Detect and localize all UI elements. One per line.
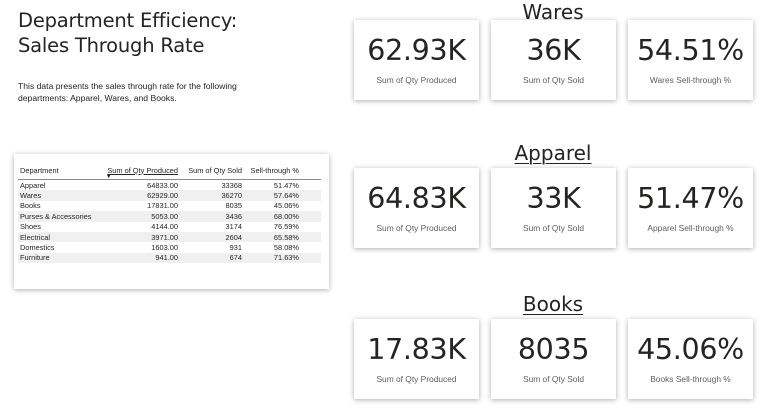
table-row[interactable]: Apparel 64833.00 33368 51.47%	[18, 180, 321, 190]
cell-qty-produced: 3971.00	[151, 232, 178, 242]
section-title-books: Books	[522, 292, 584, 316]
cell-sell-through: 68.00%	[273, 211, 299, 221]
cell-qty-produced: 62929.00	[147, 191, 178, 201]
cell-qty-sold: 8035	[225, 201, 242, 211]
card-label: Sum of Qty Produced	[376, 75, 457, 85]
card-wares-sell-through[interactable]: 54.51% Wares Sell-through %	[628, 20, 753, 100]
card-wares-qty-sold[interactable]: 36K Sum of Qty Sold	[491, 20, 616, 100]
cell-qty-produced: 4144.00	[151, 222, 178, 232]
cell-sell-through: 51.47%	[273, 180, 299, 190]
card-wares-qty-produced[interactable]: 62.93K Sum of Qty Produced	[354, 20, 479, 100]
cell-department: Electrical	[20, 232, 50, 242]
card-value: 33K	[526, 182, 581, 215]
card-value: 36K	[526, 34, 581, 67]
table-row[interactable]: Electrical 3971.00 2604 65.58%	[18, 231, 321, 243]
cell-qty-sold: 36270	[221, 191, 242, 201]
section-title-apparel: Apparel	[514, 141, 592, 165]
card-value: 64.83K	[367, 182, 466, 215]
cell-sell-through: 57.64%	[273, 191, 299, 201]
card-value: 51.47%	[637, 182, 744, 215]
cell-department: Shoes	[20, 222, 41, 232]
page-title: Department Efficiency: Sales Through Rat…	[18, 8, 338, 58]
page-description: This data presents the sales through rat…	[18, 81, 237, 103]
column-header-department[interactable]: Department	[20, 165, 59, 175]
department-table-visual[interactable]: Department Sum of Qty Produced Sum of Qt…	[14, 154, 329, 289]
card-apparel-qty-sold[interactable]: 33K Sum of Qty Sold	[491, 168, 616, 248]
cell-department: Wares	[20, 191, 42, 201]
card-label: Sum of Qty Sold	[523, 223, 584, 233]
cell-qty-sold: 674	[229, 253, 242, 263]
cell-qty-sold: 3436	[225, 211, 242, 221]
sort-descending-icon[interactable]: ▼	[106, 174, 112, 180]
card-value: 8035	[517, 333, 590, 366]
card-value: 45.06%	[637, 333, 744, 366]
table-row[interactable]: Domestics 1603.00 931 58.08%	[18, 242, 321, 252]
cell-sell-through: 58.08%	[273, 243, 299, 253]
cell-sell-through: 65.58%	[273, 232, 299, 242]
table-row[interactable]: Books 17831.00 8035 45.06%	[18, 201, 321, 211]
card-apparel-sell-through[interactable]: 51.47% Apparel Sell-through %	[628, 168, 753, 248]
table-row[interactable]: Shoes 4144.00 3174 76.59%	[18, 222, 321, 232]
card-label: Apparel Sell-through %	[647, 223, 734, 233]
page-title-line-1: Department Efficiency:	[18, 9, 238, 32]
card-label: Wares Sell-through %	[649, 75, 732, 85]
card-apparel-qty-produced[interactable]: 64.83K Sum of Qty Produced	[354, 168, 479, 248]
card-books-qty-produced[interactable]: 17.83K Sum of Qty Produced	[354, 319, 479, 399]
card-label: Sum of Qty Sold	[523, 75, 584, 85]
cell-qty-produced: 17831.00	[147, 201, 178, 211]
card-label: Books Sell-through %	[650, 374, 731, 384]
cell-sell-through: 45.06%	[273, 201, 299, 211]
cell-department: Furniture	[20, 253, 50, 263]
cell-department: Domestics	[20, 243, 55, 253]
cell-qty-sold: 931	[229, 243, 242, 253]
table-row[interactable]: Furniture 941.00 674 71.63%	[18, 252, 321, 264]
card-books-sell-through[interactable]: 45.06% Books Sell-through %	[628, 319, 753, 399]
page-title-line-2: Sales Through Rate	[18, 34, 205, 57]
table-row[interactable]: Wares 62929.00 36270 57.64%	[18, 190, 321, 201]
cell-qty-produced: 1603.00	[151, 243, 178, 253]
department-table: Department Sum of Qty Produced Sum of Qt…	[18, 161, 321, 264]
cell-qty-sold: 2604	[225, 232, 242, 242]
cell-sell-through: 71.63%	[273, 253, 299, 263]
cell-qty-produced: 64833.00	[147, 180, 178, 190]
cell-qty-produced: 941.00	[155, 253, 178, 263]
cell-qty-produced: 5053.00	[151, 211, 178, 221]
cell-department: Books	[20, 201, 41, 211]
card-value: 17.83K	[367, 333, 466, 366]
card-value: 62.93K	[367, 34, 466, 67]
table-row[interactable]: Purses & Accessories 5053.00 3436 68.00%	[18, 211, 321, 222]
column-header-qty-produced[interactable]: Sum of Qty Produced	[107, 165, 178, 175]
column-header-sell-through[interactable]: Sell-through %	[250, 165, 299, 175]
cell-department: Apparel	[20, 180, 46, 190]
cell-qty-sold: 33368	[221, 180, 242, 190]
cell-sell-through: 76.59%	[273, 222, 299, 232]
card-label: Sum of Qty Sold	[523, 374, 584, 384]
card-books-qty-sold[interactable]: 8035 Sum of Qty Sold	[491, 319, 616, 399]
cell-qty-sold: 3174	[225, 222, 242, 232]
card-value: 54.51%	[637, 34, 744, 67]
table-header-row: Department Sum of Qty Produced Sum of Qt…	[18, 161, 321, 180]
cell-department: Purses & Accessories	[20, 211, 92, 221]
card-label: Sum of Qty Produced	[376, 223, 457, 233]
column-header-qty-sold[interactable]: Sum of Qty Sold	[188, 165, 242, 175]
card-label: Sum of Qty Produced	[376, 374, 457, 384]
